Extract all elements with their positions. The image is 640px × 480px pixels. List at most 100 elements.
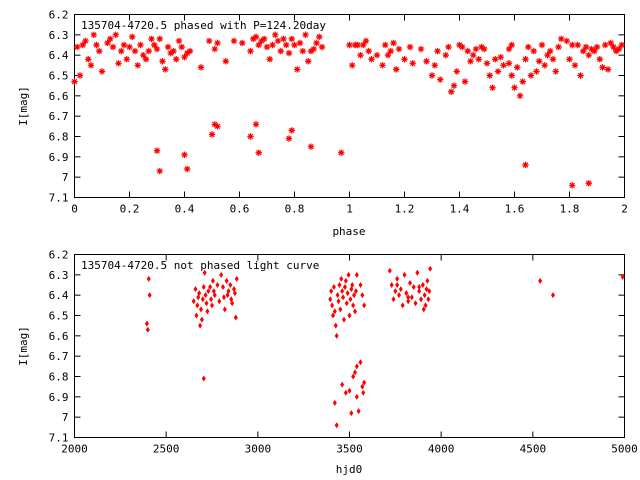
- data-point: [347, 312, 352, 319]
- y-tick-label: 6.6: [49, 330, 69, 343]
- data-point: [137, 41, 144, 49]
- data-point: [346, 271, 351, 278]
- data-point: [159, 58, 166, 65]
- data-point: [247, 133, 254, 140]
- data-point: [156, 35, 163, 43]
- data-point: [352, 292, 357, 299]
- data-point: [406, 294, 411, 301]
- data-point: [252, 121, 260, 128]
- data-point: [205, 308, 210, 315]
- y-tick-label: 6.9: [49, 151, 69, 164]
- data-point: [233, 314, 238, 321]
- data-point: [591, 47, 598, 55]
- data-point: [467, 58, 474, 65]
- data-point: [486, 72, 493, 79]
- data-point: [593, 43, 601, 51]
- phased-light-curve-panel: 0 0.2 0.4 0.6 0.8 1 1.2 1.4 1.6 1.8 2 6.2 6.3 6.4 6.5…: [17, 9, 628, 239]
- y-tick-label: 7.1: [49, 432, 69, 445]
- data-point: [508, 72, 515, 79]
- axis-ticks: [74, 14, 625, 198]
- data-point: [423, 58, 430, 65]
- data-point: [459, 43, 466, 51]
- data-point: [497, 54, 504, 61]
- data-point: [373, 51, 381, 59]
- data-point: [153, 147, 161, 154]
- data-point: [123, 56, 130, 63]
- data-point: [328, 296, 333, 303]
- data-point: [140, 51, 147, 59]
- data-point: [90, 31, 97, 39]
- data-point: [615, 45, 623, 53]
- data-point: [620, 273, 625, 280]
- chart-title: 135704-4720.5 phased with P=124.20day: [81, 19, 326, 32]
- data-point: [421, 306, 426, 313]
- data-point: [85, 56, 92, 63]
- data-point: [252, 33, 260, 41]
- data-point: [588, 45, 595, 53]
- data-point: [519, 78, 526, 85]
- data-point: [206, 37, 213, 45]
- data-point: [393, 66, 400, 73]
- x-tick-label: 0.6: [230, 203, 250, 216]
- data-point: [194, 312, 199, 319]
- data-point: [222, 306, 227, 313]
- y-tick-label: 6.9: [49, 391, 69, 404]
- data-point: [500, 62, 507, 69]
- plot-frame: [74, 254, 625, 438]
- data-point: [186, 47, 194, 55]
- data-point: [342, 316, 346, 323]
- data-point: [167, 49, 174, 57]
- data-point: [310, 45, 317, 53]
- data-point: [478, 43, 485, 51]
- data-point: [577, 72, 584, 79]
- data-point: [427, 288, 432, 295]
- data-point: [197, 64, 205, 71]
- data-points: [71, 31, 625, 189]
- data-point: [569, 41, 576, 49]
- data-point: [217, 298, 222, 305]
- data-point: [302, 31, 309, 39]
- data-point: [361, 389, 366, 396]
- data-point: [212, 292, 217, 299]
- data-point: [398, 286, 403, 293]
- y-tick-label: 6.3: [49, 29, 69, 42]
- data-point: [563, 37, 570, 45]
- data-point: [115, 60, 122, 67]
- data-point: [255, 41, 262, 49]
- data-point: [426, 296, 431, 303]
- data-point: [338, 306, 343, 313]
- data-point: [397, 292, 401, 299]
- data-point: [299, 47, 306, 55]
- data-point: [222, 58, 229, 65]
- data-point: [230, 300, 235, 307]
- data-point: [201, 375, 206, 382]
- data-point: [544, 51, 551, 59]
- data-point: [112, 31, 119, 39]
- data-point: [288, 127, 295, 134]
- x-tick-label: 1.4: [450, 203, 470, 216]
- data-point: [527, 72, 535, 79]
- y-tick-label: 7.1: [49, 192, 69, 205]
- data-point: [175, 37, 183, 45]
- data-point: [511, 84, 518, 91]
- data-point: [417, 45, 425, 53]
- data-point: [516, 92, 524, 100]
- data-point: [202, 269, 207, 276]
- data-point: [214, 123, 221, 130]
- data-point: [201, 284, 206, 291]
- data-point: [291, 41, 298, 49]
- y-tick-label: 7: [62, 411, 69, 424]
- data-point: [409, 60, 416, 67]
- data-point: [354, 363, 359, 370]
- data-point: [420, 282, 425, 288]
- data-point: [464, 47, 471, 55]
- data-point: [538, 41, 546, 49]
- data-point: [340, 381, 345, 388]
- data-point: [389, 282, 394, 288]
- data-point: [555, 43, 562, 51]
- data-point: [348, 296, 353, 303]
- data-point: [109, 43, 117, 51]
- data-point: [423, 302, 428, 309]
- data-point: [173, 56, 180, 63]
- data-point: [215, 282, 220, 288]
